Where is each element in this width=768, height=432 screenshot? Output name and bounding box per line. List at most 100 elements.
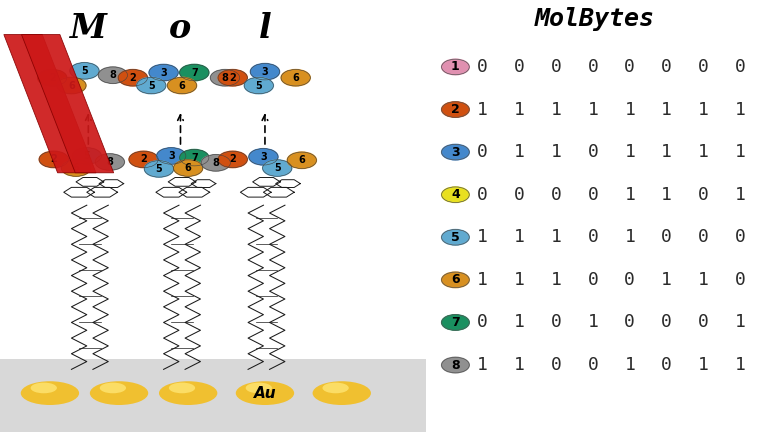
Text: 3: 3 [168, 151, 174, 161]
Text: 1: 1 [624, 356, 635, 374]
Text: 1: 1 [477, 271, 488, 289]
Text: 0: 0 [698, 186, 709, 204]
Text: 1: 1 [698, 356, 709, 374]
Text: 2: 2 [230, 73, 236, 83]
Text: 0: 0 [588, 271, 598, 289]
Ellipse shape [169, 383, 195, 393]
Ellipse shape [31, 383, 57, 393]
Text: 2: 2 [230, 154, 236, 165]
Circle shape [442, 229, 469, 245]
Circle shape [167, 77, 197, 94]
Circle shape [442, 272, 469, 288]
Text: 1: 1 [698, 271, 709, 289]
Text: 1: 1 [514, 314, 525, 331]
Text: 6: 6 [299, 155, 305, 165]
Text: l: l [259, 12, 271, 44]
Circle shape [442, 187, 469, 203]
Circle shape [210, 70, 240, 86]
Text: 3: 3 [260, 152, 266, 162]
Text: 1: 1 [661, 271, 672, 289]
Text: 0: 0 [661, 356, 672, 374]
Circle shape [39, 151, 68, 168]
Text: 0: 0 [551, 356, 561, 374]
Text: 3: 3 [161, 67, 167, 78]
Text: 6: 6 [293, 73, 299, 83]
Polygon shape [22, 35, 114, 173]
Text: 0: 0 [624, 314, 635, 331]
Polygon shape [4, 35, 96, 173]
Circle shape [218, 151, 247, 168]
Ellipse shape [21, 381, 79, 405]
Circle shape [61, 160, 91, 176]
Text: 1: 1 [514, 271, 525, 289]
Circle shape [38, 70, 67, 86]
Text: 6: 6 [73, 163, 79, 173]
Text: 1: 1 [624, 101, 635, 118]
Text: 1: 1 [551, 228, 561, 246]
Text: 4: 4 [451, 188, 460, 201]
Circle shape [180, 64, 209, 81]
Circle shape [95, 154, 124, 170]
Circle shape [72, 148, 101, 164]
Circle shape [157, 148, 186, 164]
Text: 5: 5 [451, 231, 460, 244]
Circle shape [180, 149, 209, 166]
Text: 8: 8 [213, 158, 219, 168]
Text: 0: 0 [588, 356, 598, 374]
Text: 1: 1 [551, 271, 561, 289]
Text: 1: 1 [588, 101, 598, 118]
Text: M: M [70, 12, 107, 44]
Circle shape [244, 77, 273, 94]
Text: 0: 0 [661, 58, 672, 76]
Text: 0: 0 [624, 58, 635, 76]
Text: 0: 0 [735, 271, 746, 289]
Circle shape [118, 70, 147, 86]
Text: 1: 1 [477, 228, 488, 246]
Circle shape [201, 155, 230, 171]
Text: 1: 1 [551, 143, 561, 161]
Text: 5: 5 [256, 80, 262, 91]
Text: 1: 1 [551, 101, 561, 118]
Text: 0: 0 [551, 186, 561, 204]
Ellipse shape [90, 381, 148, 405]
Text: 0: 0 [588, 58, 598, 76]
Text: 1: 1 [735, 143, 746, 161]
Text: 3: 3 [451, 146, 460, 159]
Text: 1: 1 [451, 60, 460, 73]
Text: 2: 2 [130, 73, 136, 83]
Circle shape [98, 67, 127, 83]
Text: 0: 0 [477, 314, 488, 331]
Text: 5: 5 [84, 151, 90, 161]
Text: 0: 0 [588, 186, 598, 204]
Ellipse shape [236, 381, 294, 405]
Ellipse shape [100, 383, 126, 393]
Circle shape [174, 160, 203, 176]
Circle shape [218, 70, 247, 86]
Text: 0: 0 [698, 228, 709, 246]
Circle shape [442, 144, 469, 160]
Text: Au: Au [253, 386, 276, 400]
Text: 1: 1 [514, 101, 525, 118]
Circle shape [250, 64, 280, 80]
Text: 2: 2 [451, 103, 460, 116]
Circle shape [137, 77, 166, 94]
Text: 0: 0 [551, 314, 561, 331]
Text: 0: 0 [661, 228, 672, 246]
Ellipse shape [246, 383, 272, 393]
Text: 7: 7 [191, 67, 197, 78]
Circle shape [442, 314, 469, 330]
Text: 8: 8 [107, 157, 113, 167]
Text: 0: 0 [588, 228, 598, 246]
Text: 0: 0 [735, 228, 746, 246]
Text: 1: 1 [698, 143, 709, 161]
Text: 1: 1 [477, 356, 488, 374]
Circle shape [70, 63, 99, 79]
Text: 0: 0 [514, 186, 525, 204]
Circle shape [149, 64, 178, 81]
Text: 5: 5 [81, 66, 88, 76]
Text: 0: 0 [661, 314, 672, 331]
Text: 0: 0 [735, 58, 746, 76]
Circle shape [263, 160, 292, 176]
Text: 3: 3 [262, 67, 268, 77]
Text: 5: 5 [274, 163, 280, 173]
